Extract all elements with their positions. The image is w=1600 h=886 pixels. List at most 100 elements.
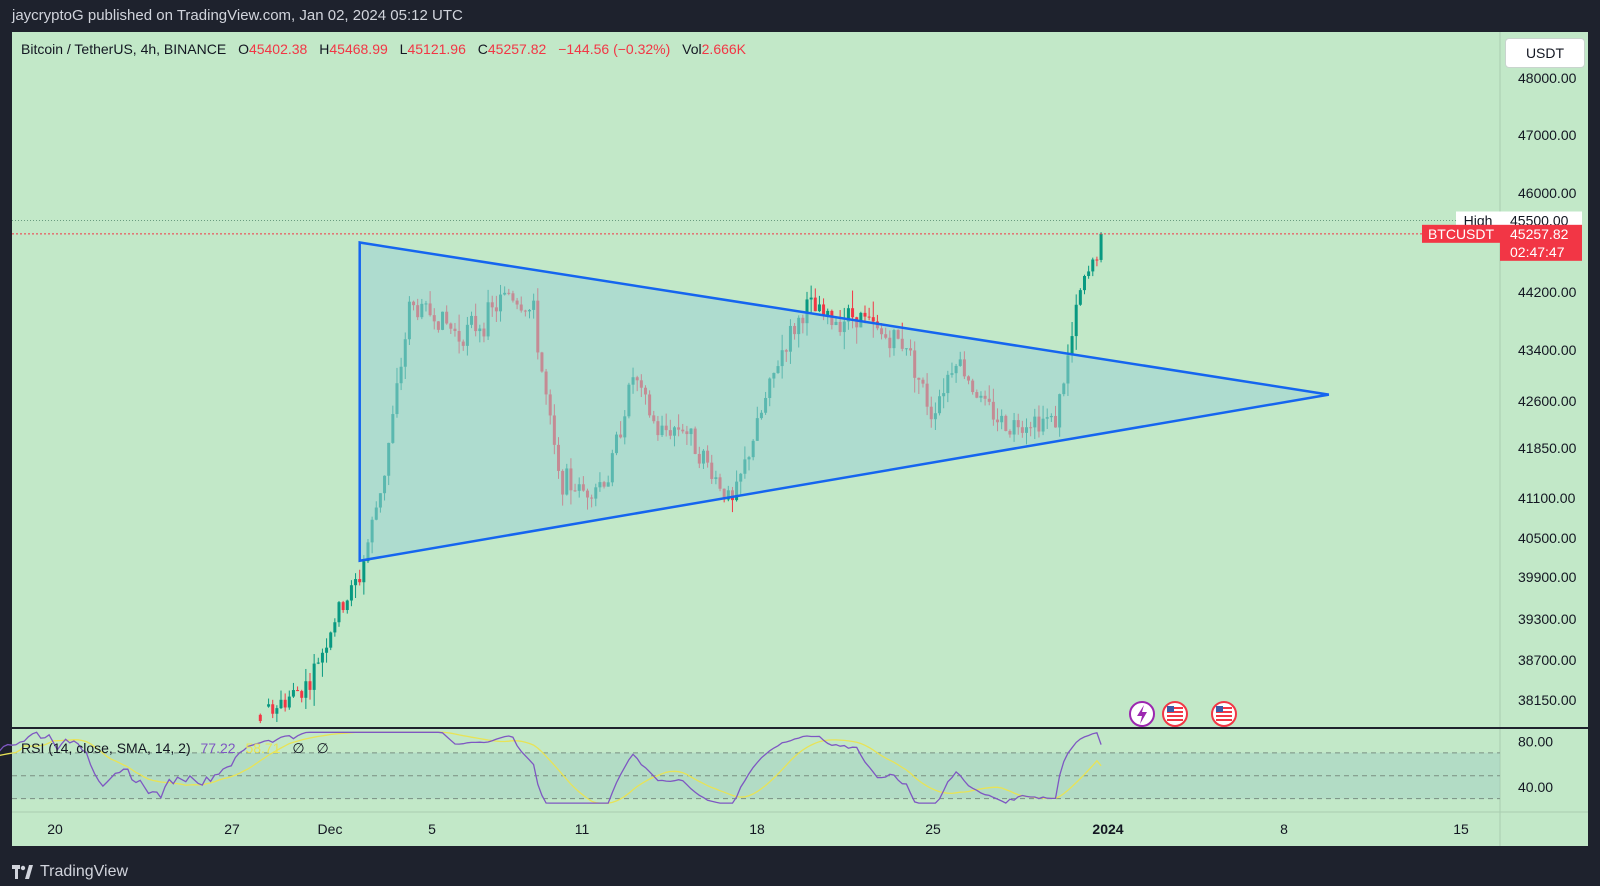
event-icon-ring [1162, 701, 1188, 727]
rsi-line [0, 731, 1102, 804]
flag-stripe [1216, 707, 1232, 709]
candle-body [312, 663, 316, 690]
us-flag-icon[interactable] [1162, 701, 1188, 727]
currency-button[interactable]: USDT [1505, 38, 1585, 68]
candle-up [275, 705, 279, 722]
time-tick-label: 18 [749, 821, 765, 837]
candle-down [271, 699, 275, 719]
price-tick-label: 38150.00 [1518, 692, 1577, 708]
candle-body [316, 662, 320, 664]
candle-up [345, 599, 349, 614]
candle-body [1087, 271, 1091, 277]
price-tick-label: 47000.00 [1518, 127, 1577, 143]
flag-stripe [1216, 719, 1232, 721]
last-price-label: 45257.82 [1510, 226, 1569, 242]
flag-stripe [1167, 719, 1183, 721]
candle-up [267, 698, 271, 708]
candle-down [863, 305, 867, 324]
last-price-box [1500, 224, 1582, 261]
candle-down [308, 673, 312, 700]
publish-header: jaycryptoG published on TradingView.com,… [0, 0, 1600, 32]
candle-body [826, 310, 830, 316]
candle-up [312, 654, 316, 706]
flag-stripe [1216, 715, 1232, 717]
candle-down [296, 686, 300, 692]
candle-body [287, 696, 291, 708]
candle-body [275, 708, 279, 714]
us-flag-icon[interactable] [1211, 701, 1237, 727]
time-tick-label: 2024 [1092, 821, 1123, 837]
candle-body [283, 699, 287, 708]
event-icons[interactable] [1129, 701, 1237, 727]
rsi-tick-label: 40.00 [1518, 779, 1553, 795]
candle-up [1082, 274, 1086, 295]
high-value-label: 45500.00 [1510, 213, 1569, 229]
lightning-icon[interactable] [1129, 701, 1155, 727]
time-axis[interactable]: 20 27 Dec 5 11 18 25 2024 8 15 [47, 821, 1469, 837]
triangle-shape [358, 241, 1330, 563]
candle-body [308, 681, 312, 690]
price-tick-label: 44200.00 [1518, 284, 1577, 300]
candle-up [291, 682, 295, 698]
price-tick-label: 39300.00 [1518, 611, 1577, 627]
price-axis[interactable]: 48000.00 47000.00 46000.00 44200.00 43400.00… [1518, 70, 1577, 708]
candle-down [300, 689, 304, 703]
candle-up [329, 631, 333, 651]
triangle-pattern[interactable] [358, 241, 1330, 563]
symbol-tag-box [1422, 224, 1500, 243]
candle-body [809, 297, 813, 300]
price-tick-label: 43400.00 [1518, 342, 1577, 358]
candle-up [333, 618, 337, 637]
time-tick-label: 8 [1280, 821, 1288, 837]
candle-body [851, 308, 855, 318]
candle-body [337, 602, 341, 623]
candle-body [296, 690, 300, 692]
price-tick-label: 41100.00 [1518, 490, 1576, 506]
time-tick-label: Dec [318, 821, 343, 837]
time-tick-label: 5 [428, 821, 436, 837]
candle-down [813, 288, 817, 312]
time-tick-label: 25 [925, 821, 941, 837]
candle-body [1095, 259, 1099, 261]
price-markers: High 45500.00 BTCUSDT 45257.82 02:47:47 [12, 211, 1582, 261]
candle-body [1070, 336, 1074, 356]
flag-canton [1167, 706, 1174, 712]
candle-body [817, 304, 821, 312]
flag-stripe [1167, 707, 1183, 709]
publish-line: jaycryptoG published on TradingView.com,… [12, 7, 463, 24]
high-tag-label: High [1464, 213, 1493, 229]
candle-body [354, 579, 358, 586]
candle-body [300, 691, 304, 698]
lightning-glyph [1137, 705, 1147, 724]
candle-up [1091, 257, 1095, 277]
candle-down [283, 693, 287, 712]
candle-body [349, 585, 353, 601]
candle-down [341, 600, 345, 613]
candle-body [863, 312, 867, 317]
candle-up [304, 668, 308, 709]
candle-body [805, 299, 809, 324]
candle-body [325, 647, 329, 653]
candle-down [867, 307, 871, 321]
rsi-sma-line [0, 731, 1102, 804]
candle-body [867, 316, 871, 318]
candle-body [813, 297, 817, 312]
footer-brand-label: TradingView [40, 863, 129, 880]
candle-body [1082, 276, 1086, 291]
flag-stripe [1167, 715, 1183, 717]
rsi-pane[interactable]: 80.00 40.00 [0, 731, 1553, 804]
price-tick-label: 42600.00 [1518, 393, 1577, 409]
candle-up [1099, 232, 1103, 263]
candle-body [1099, 233, 1103, 260]
price-tick-label: 41850.00 [1518, 440, 1577, 456]
price-tick-label: 48000.00 [1518, 70, 1577, 86]
candle-down [1095, 256, 1099, 267]
candle-body [267, 704, 271, 707]
time-tick-label: 15 [1453, 821, 1469, 837]
candle-body [1091, 259, 1095, 272]
footer-brand[interactable]: TradingView [12, 858, 128, 886]
candle-up [1078, 288, 1082, 306]
candle-down [258, 713, 262, 724]
candle-body [822, 304, 826, 316]
